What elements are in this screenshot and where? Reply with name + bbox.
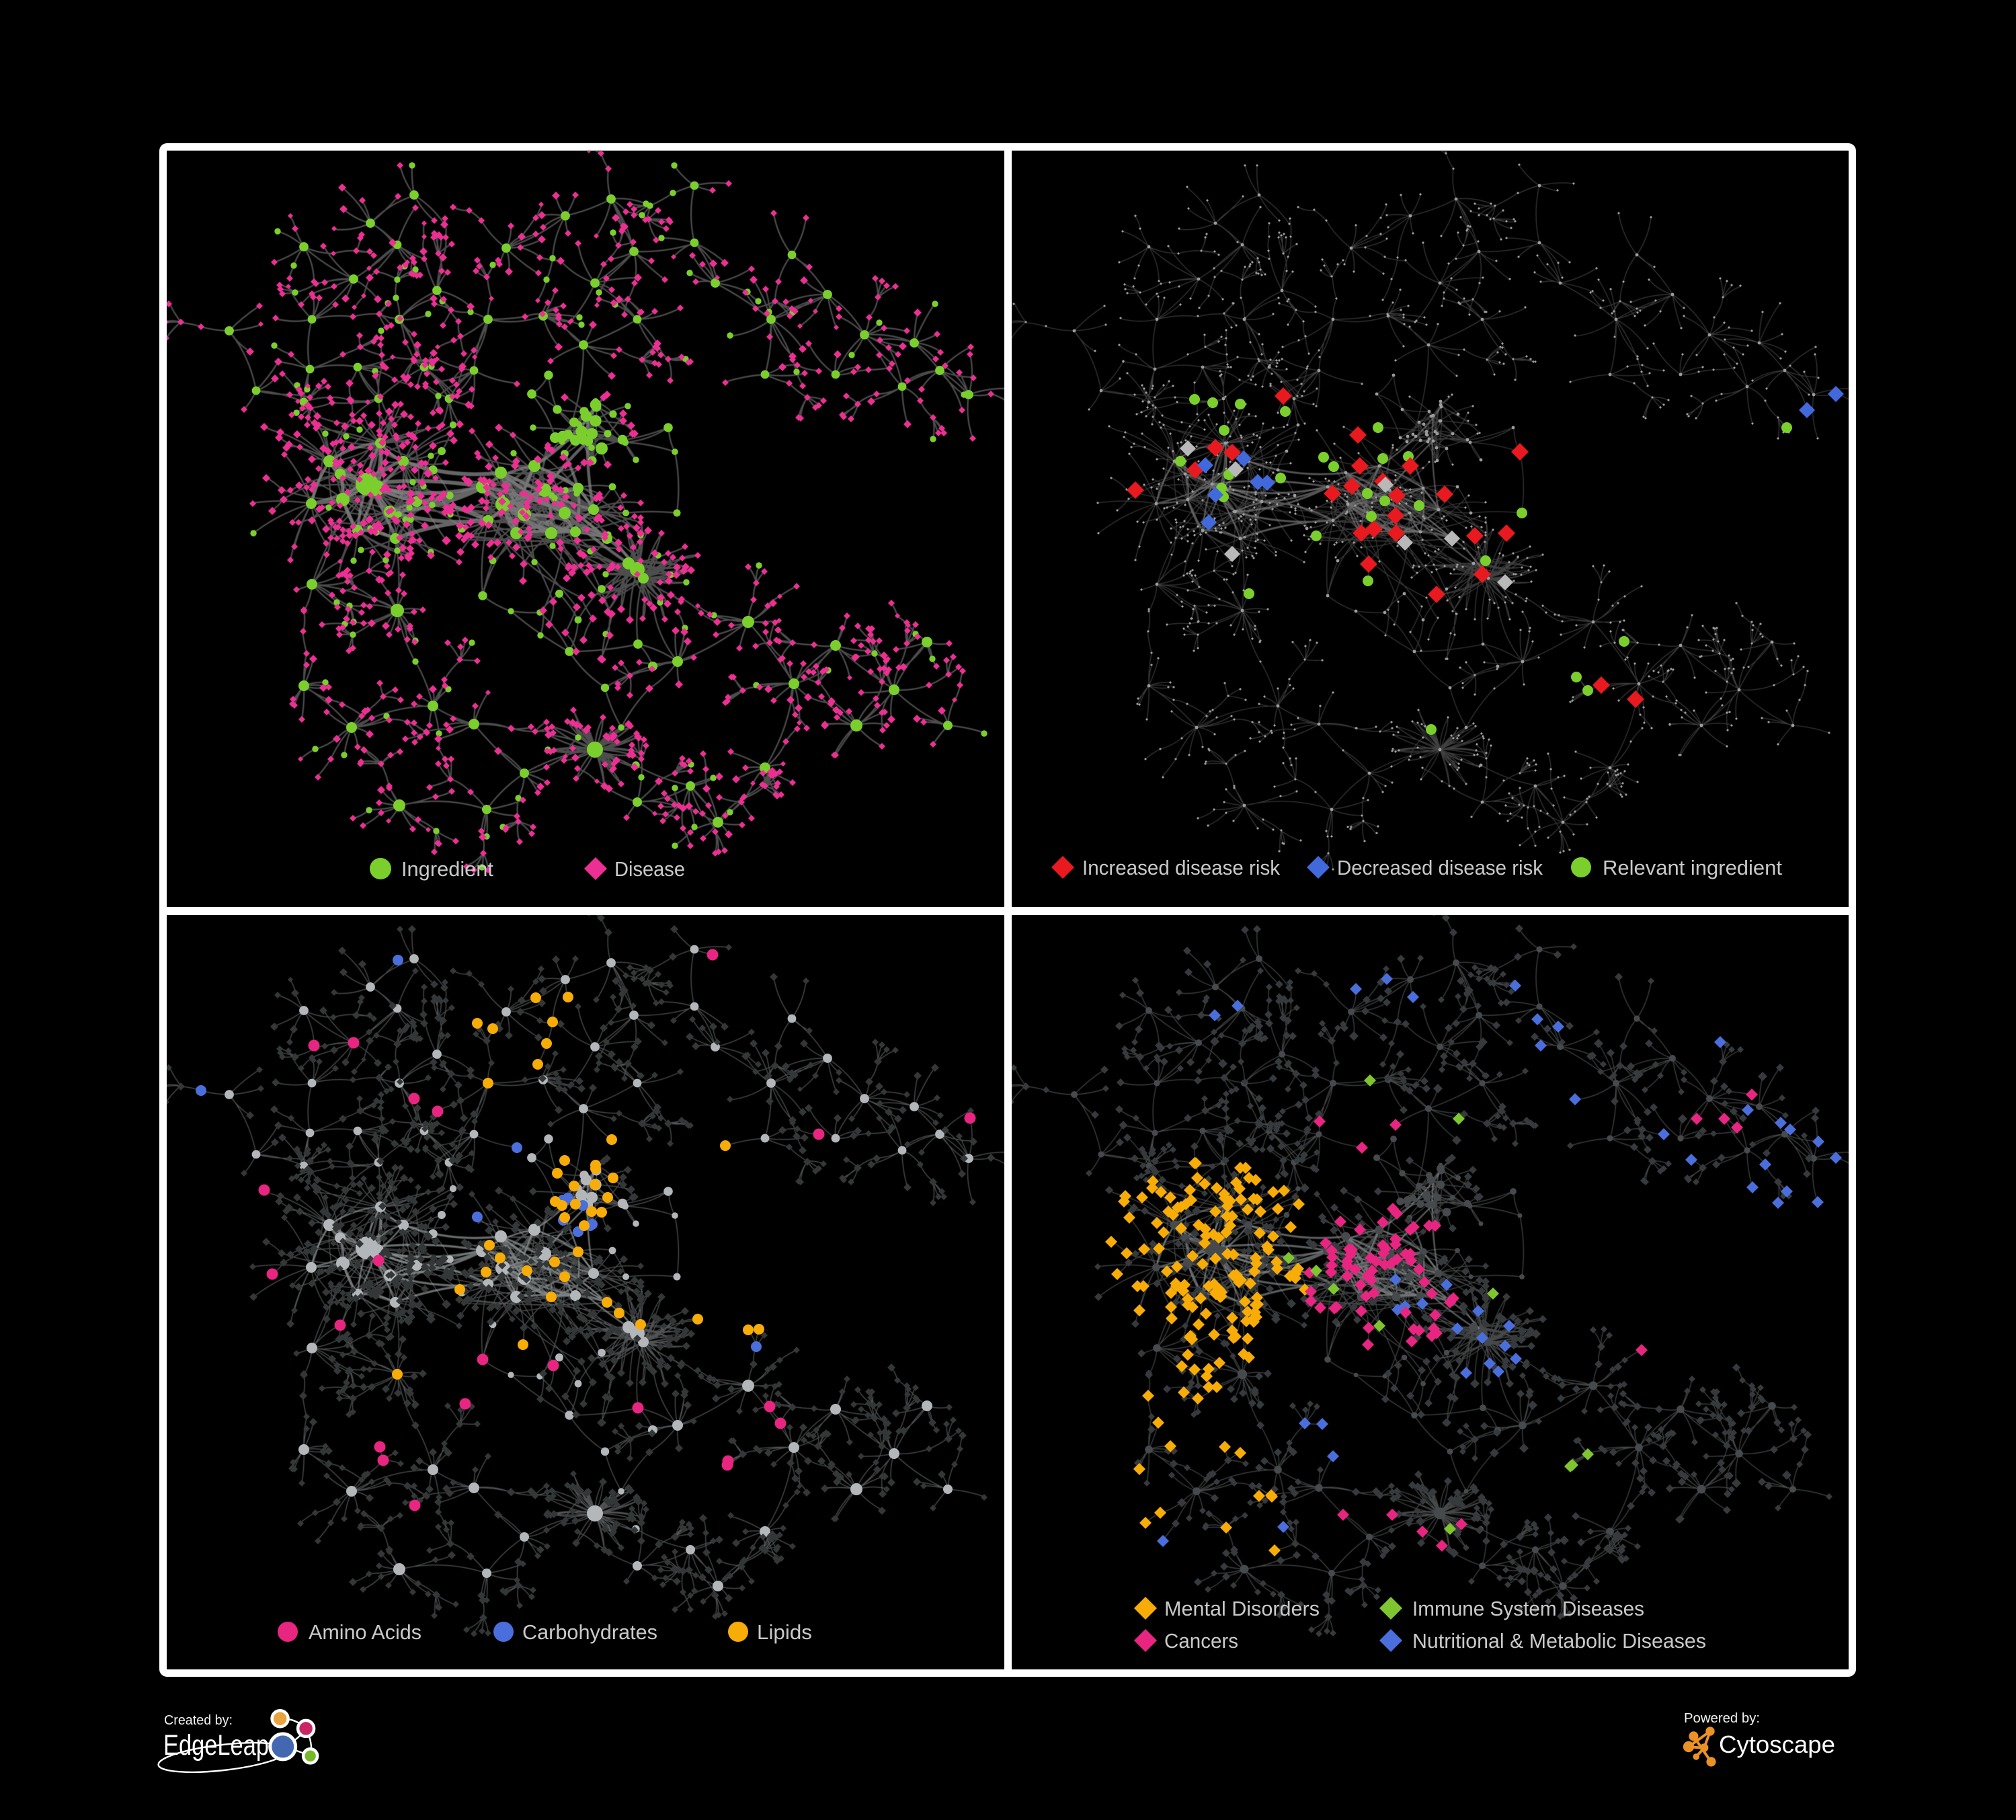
svg-text:Powered by:: Powered by: <box>1684 1711 1760 1726</box>
svg-text:EdgeLeap: EdgeLeap <box>163 1729 269 1762</box>
svg-text:Amino Acids: Amino Acids <box>309 1620 421 1644</box>
svg-text:Ingredient: Ingredient <box>401 857 493 881</box>
svg-text:Created by:: Created by: <box>164 1713 233 1728</box>
svg-text:Carbohydrates: Carbohydrates <box>522 1620 657 1644</box>
svg-text:Increased disease risk: Increased disease risk <box>1082 856 1280 879</box>
svg-text:Cytoscape: Cytoscape <box>1719 1731 1835 1758</box>
svg-text:Decreased disease risk: Decreased disease risk <box>1337 856 1543 879</box>
svg-text:Cancers: Cancers <box>1164 1629 1238 1653</box>
svg-text:Immune System Diseases: Immune System Diseases <box>1412 1597 1644 1620</box>
svg-text:Nutritional & Metabolic Diseas: Nutritional & Metabolic Diseases <box>1412 1629 1706 1653</box>
svg-text:Mental Disorders: Mental Disorders <box>1164 1597 1320 1620</box>
svg-text:Relevant ingredient: Relevant ingredient <box>1603 856 1782 879</box>
svg-text:Lipids: Lipids <box>757 1620 812 1644</box>
svg-text:Disease: Disease <box>614 857 685 881</box>
